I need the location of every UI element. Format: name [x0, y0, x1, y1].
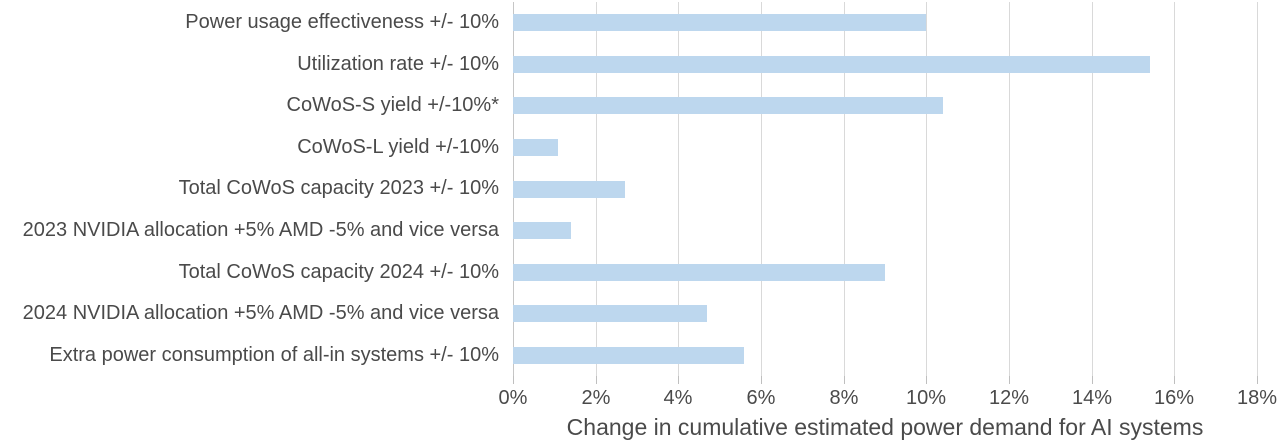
category-label: Extra power consumption of all-in system…: [49, 343, 499, 366]
x-tick-label: 4%: [663, 387, 693, 409]
axis-tick-mark: [1009, 376, 1010, 384]
bar: [513, 305, 708, 323]
axis-tick-mark: [596, 376, 597, 384]
category-label-row: Utilization rate +/- 10%: [0, 44, 499, 86]
axis-tick-mark: [1092, 376, 1093, 384]
gridline: [1092, 2, 1093, 376]
category-label: CoWoS-S yield +/-10%*: [286, 94, 500, 117]
x-tick-label: 0%: [498, 387, 528, 409]
x-tick-label: 16%: [1153, 387, 1195, 409]
category-label: 2023 NVIDIA allocation +5% AMD -5% and v…: [22, 219, 499, 241]
category-label: Power usage effectiveness +/- 10%: [185, 11, 499, 34]
category-label-row: 2024 NVIDIA allocation +5% AMD -5% and v…: [0, 293, 499, 335]
axis-tick-mark: [1174, 376, 1175, 384]
gridline: [844, 2, 845, 376]
category-label-row: CoWoS-L yield +/-10%: [0, 127, 499, 169]
x-axis-title: Change in cumulative estimated power dem…: [566, 414, 1204, 440]
gridline: [761, 2, 762, 376]
bar: [513, 346, 745, 364]
bar: [513, 97, 943, 115]
gridline: [1257, 2, 1258, 376]
axis-tick-mark: [513, 376, 514, 384]
gridline: [678, 2, 679, 376]
category-label: Total CoWoS capacity 2024 +/- 10%: [178, 260, 499, 283]
category-label-row: Extra power consumption of all-in system…: [0, 334, 499, 376]
axis-tick-mark: [844, 376, 845, 384]
bar: [513, 14, 927, 32]
x-tick-label: 14%: [1071, 387, 1113, 409]
category-label-row: Total CoWoS capacity 2023 +/- 10%: [0, 168, 499, 210]
x-tick-label: 2%: [581, 387, 611, 409]
x-tick-label: 12%: [988, 387, 1030, 409]
bar: [513, 138, 559, 156]
category-label: Total CoWoS capacity 2023 +/- 10%: [178, 177, 499, 200]
gridline: [1009, 2, 1010, 376]
axis-tick-mark: [678, 376, 679, 384]
x-tick-label: 6%: [746, 387, 776, 409]
x-tick-label: 8%: [829, 387, 859, 409]
category-label-row: Power usage effectiveness +/- 10%: [0, 2, 499, 44]
axis-tick-mark: [926, 376, 927, 384]
bar: [513, 55, 1150, 73]
category-label: 2024 NVIDIA allocation +5% AMD -5% and v…: [22, 302, 499, 325]
category-label-row: Total CoWoS capacity 2024 +/- 10%: [0, 251, 499, 293]
x-tick-label: 18%: [1236, 387, 1278, 409]
category-axis-labels: Power usage effectiveness +/- 10% Utiliza…: [0, 2, 499, 376]
gridline: [1174, 2, 1175, 376]
bar: [513, 180, 625, 198]
category-label: CoWoS-L yield +/-10%: [297, 135, 499, 158]
gridline: [926, 2, 927, 376]
axis-tick-mark: [761, 376, 762, 384]
bar: [513, 222, 571, 240]
bar: [513, 263, 885, 281]
category-label-row: CoWoS-S yield +/-10%*: [0, 85, 500, 127]
x-tick-label: 10%: [905, 387, 947, 409]
plot-area: [513, 2, 1258, 376]
category-label-row: 2023 NVIDIA allocation +5% AMD -5% and v…: [0, 210, 499, 252]
category-label: Utilization rate +/- 10%: [297, 52, 499, 75]
axis-tick-mark: [1257, 376, 1258, 384]
